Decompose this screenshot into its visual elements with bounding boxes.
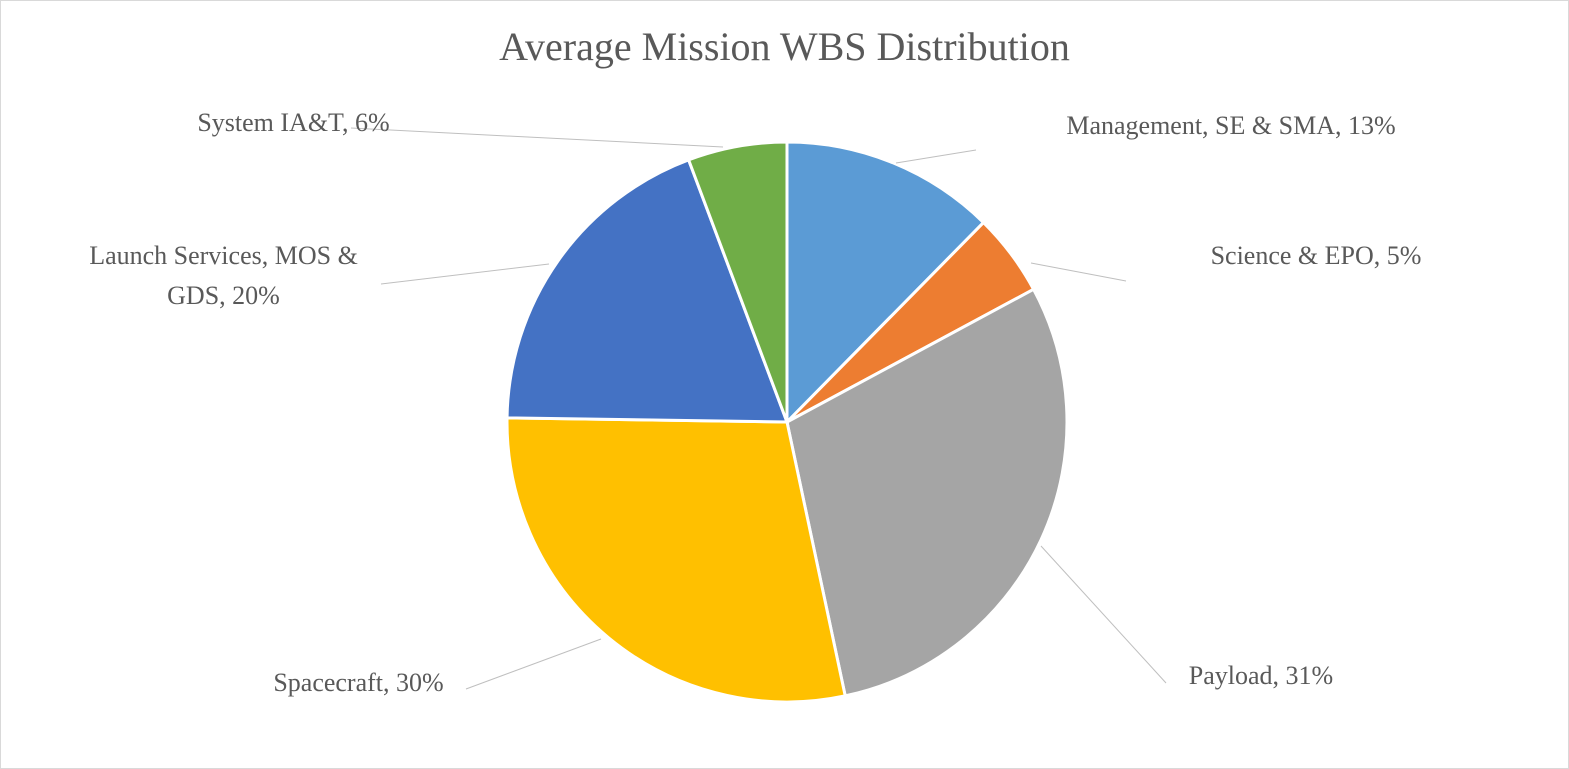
label-separator: , bbox=[1373, 241, 1387, 270]
label-separator: , bbox=[383, 668, 397, 697]
leader-line bbox=[380, 263, 550, 285]
label-separator: , bbox=[219, 281, 233, 310]
label-separator: , bbox=[1272, 661, 1286, 690]
data-label: Spacecraft, 30% bbox=[251, 663, 466, 703]
pie-slice bbox=[505, 157, 790, 424]
leader-line bbox=[1030, 262, 1127, 282]
label-category: Management, SE & SMA bbox=[1066, 111, 1335, 140]
label-value: 30% bbox=[396, 668, 444, 697]
data-label: Launch Services, MOS & GDS, 20% bbox=[56, 236, 391, 316]
label-value: 13% bbox=[1347, 111, 1396, 140]
pie-slice bbox=[505, 416, 847, 704]
data-label: System IA&T, 6% bbox=[171, 103, 416, 143]
label-category: Spacecraft bbox=[273, 668, 384, 697]
leader-line bbox=[895, 149, 977, 164]
pie-slice bbox=[686, 140, 789, 423]
leader-line bbox=[1040, 545, 1167, 684]
label-category: Launch Services, MOS & GDS bbox=[89, 241, 358, 310]
label-value: 31% bbox=[1285, 661, 1334, 690]
label-separator: , bbox=[342, 108, 355, 137]
data-label: Payload, 31% bbox=[1171, 656, 1351, 696]
leader-line bbox=[465, 638, 602, 690]
label-category: Science & EPO bbox=[1210, 241, 1374, 270]
label-category: Payload bbox=[1188, 661, 1273, 690]
leader-line bbox=[350, 127, 724, 148]
label-separator: , bbox=[1334, 111, 1348, 140]
pie-slice bbox=[785, 287, 1069, 698]
label-category: System IA&T bbox=[197, 108, 342, 137]
label-value: 20% bbox=[232, 281, 280, 310]
label-value: 6% bbox=[355, 108, 390, 137]
data-label: Management, SE & SMA, 13% bbox=[1031, 106, 1431, 146]
label-value: 5% bbox=[1386, 241, 1422, 270]
data-label: Science & EPO, 5% bbox=[1186, 236, 1446, 276]
chart-title: Average Mission WBS Distribution bbox=[499, 24, 1070, 69]
pie-slice bbox=[785, 140, 986, 426]
